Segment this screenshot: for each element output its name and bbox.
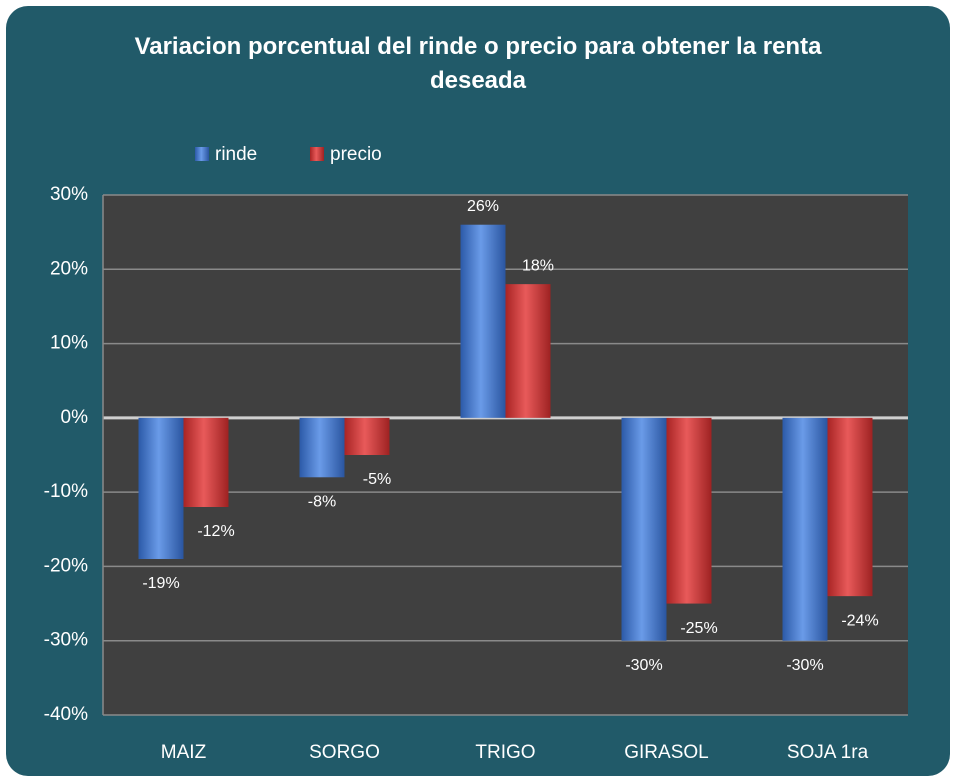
y-tick-label: -40% bbox=[44, 704, 88, 725]
bar bbox=[344, 417, 390, 455]
x-tick-label: GIRASOL bbox=[624, 742, 708, 763]
bar bbox=[505, 284, 551, 418]
legend-swatch bbox=[310, 147, 324, 161]
legend-label: rinde bbox=[215, 144, 257, 165]
bar bbox=[666, 417, 712, 604]
x-tick-label: MAIZ bbox=[161, 742, 207, 763]
data-label: -5% bbox=[363, 471, 391, 488]
data-label: -25% bbox=[680, 620, 717, 637]
y-tick-label: -30% bbox=[44, 630, 88, 651]
data-label: -30% bbox=[625, 657, 662, 674]
legend-swatch bbox=[195, 147, 209, 161]
chart-title: Variacion porcentual del rinde o precio … bbox=[134, 33, 822, 94]
bar bbox=[782, 417, 828, 641]
bar bbox=[138, 417, 184, 559]
x-tick-label: SORGO bbox=[309, 742, 380, 763]
bar bbox=[299, 417, 345, 478]
bar bbox=[621, 417, 667, 641]
data-label: -8% bbox=[308, 494, 336, 511]
bar bbox=[827, 417, 873, 597]
bar bbox=[183, 417, 229, 507]
data-label: -24% bbox=[841, 612, 878, 629]
data-label: -30% bbox=[786, 657, 823, 674]
data-label: -19% bbox=[142, 575, 179, 592]
bar bbox=[460, 224, 506, 418]
data-label: 18% bbox=[522, 257, 554, 274]
y-tick-label: 30% bbox=[50, 184, 88, 205]
y-tick-label: -20% bbox=[44, 555, 88, 576]
x-tick-label: SOJA 1ra bbox=[787, 742, 869, 763]
data-label: 26% bbox=[467, 198, 499, 215]
y-tick-label: 20% bbox=[50, 258, 88, 279]
y-tick-label: 0% bbox=[61, 407, 89, 428]
legend-label: precio bbox=[330, 144, 382, 165]
y-tick-label: 10% bbox=[50, 333, 88, 354]
y-tick-label: -10% bbox=[44, 481, 88, 502]
x-tick-label: TRIGO bbox=[475, 742, 535, 763]
data-label: -12% bbox=[197, 523, 234, 540]
